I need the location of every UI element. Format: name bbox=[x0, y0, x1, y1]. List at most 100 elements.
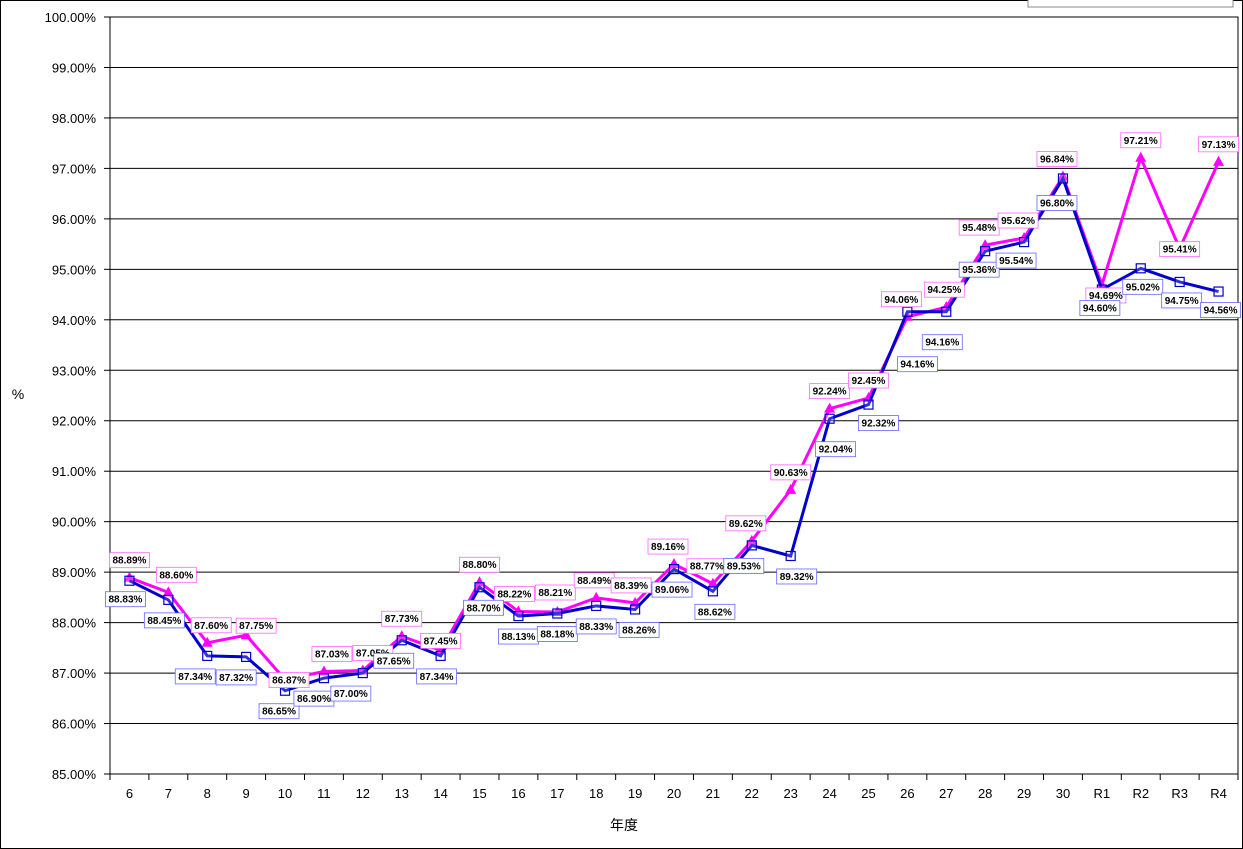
data-label: 92.04% bbox=[819, 445, 853, 456]
data-label: 95.54% bbox=[999, 256, 1033, 267]
data-label: 88.89% bbox=[112, 556, 146, 567]
data-label-box bbox=[1159, 241, 1201, 258]
x-tick-label: 8 bbox=[204, 786, 211, 801]
data-label: 97.21% bbox=[1124, 136, 1158, 147]
data-label: 94.25% bbox=[927, 285, 961, 296]
data-point bbox=[1213, 286, 1224, 297]
data-label-box bbox=[651, 581, 693, 598]
data-point bbox=[668, 564, 680, 575]
data-label: 97.13% bbox=[1202, 140, 1236, 151]
data-label-box bbox=[373, 652, 415, 669]
data-label: 89.53% bbox=[727, 561, 761, 572]
x-tick-label: 15 bbox=[472, 786, 486, 801]
data-label: 88.80% bbox=[463, 560, 497, 571]
data-label: 88.21% bbox=[538, 588, 572, 599]
x-tick-label: R1 bbox=[1094, 786, 1111, 801]
data-point bbox=[630, 604, 641, 615]
data-label-box bbox=[610, 577, 652, 594]
data-label-box bbox=[109, 552, 150, 569]
data-label-box bbox=[923, 281, 965, 298]
data-point bbox=[202, 650, 213, 662]
data-label-box bbox=[215, 669, 257, 686]
x-tick-label: 9 bbox=[243, 786, 250, 801]
x-axis-ticks: 6 7 8 9 10 11 12 13 14 15 16 17 18 19 20 21 22 23 24 25 26 27… bbox=[109, 774, 1239, 801]
data-point bbox=[240, 629, 252, 640]
data-label: 95.02% bbox=[1126, 282, 1160, 293]
data-label-box bbox=[858, 415, 899, 431]
data-label-box bbox=[1036, 151, 1078, 167]
data-label: 88.83% bbox=[108, 595, 142, 606]
data-label-box bbox=[809, 383, 850, 400]
data-label-box bbox=[1161, 292, 1203, 309]
data-label-box bbox=[420, 632, 462, 649]
data-label-box bbox=[258, 703, 300, 720]
data-label-box bbox=[268, 672, 310, 689]
data-label: 89.32% bbox=[780, 572, 814, 583]
data-label-box bbox=[311, 646, 353, 662]
data-label: 88.45% bbox=[147, 616, 181, 627]
data-label-box bbox=[815, 441, 856, 458]
plot-area bbox=[109, 16, 1239, 775]
data-point bbox=[746, 534, 758, 545]
data-label-box bbox=[618, 622, 660, 638]
data-label-box bbox=[155, 566, 197, 583]
x-tick-label: R2 bbox=[1132, 786, 1149, 801]
data-point bbox=[863, 399, 874, 410]
data-point bbox=[785, 550, 796, 562]
x-tick-label: R4 bbox=[1210, 786, 1227, 801]
data-point bbox=[941, 306, 952, 317]
data-label-box bbox=[459, 556, 500, 573]
data-label: 88.33% bbox=[579, 622, 613, 633]
data-label-box bbox=[235, 617, 277, 634]
x-tick-label: 22 bbox=[745, 786, 759, 801]
data-label-box bbox=[1122, 278, 1164, 295]
x-tick-label: 13 bbox=[394, 786, 408, 801]
data-point bbox=[474, 576, 486, 587]
x-tick-label: 29 bbox=[1017, 786, 1031, 801]
data-label-box bbox=[995, 252, 1037, 269]
data-label: 86.90% bbox=[297, 694, 331, 705]
data-point bbox=[707, 586, 718, 597]
data-point bbox=[1057, 173, 1069, 184]
data-label-box bbox=[1198, 136, 1239, 153]
y-tick-label: 96.00% bbox=[52, 212, 97, 227]
data-label: 87.45% bbox=[424, 636, 458, 647]
data-label: 88.70% bbox=[467, 603, 501, 614]
legend-box bbox=[1027, 0, 1234, 8]
data-label: 88.49% bbox=[577, 576, 611, 587]
data-point bbox=[590, 591, 602, 602]
data-label-box bbox=[896, 356, 938, 373]
data-label-box bbox=[723, 557, 765, 574]
y-tick-label: 85.00% bbox=[52, 767, 97, 782]
y-tick-label: 93.00% bbox=[52, 363, 97, 378]
y-tick-label: 100.00% bbox=[45, 10, 97, 25]
x-tick-label: 14 bbox=[433, 786, 447, 801]
data-point bbox=[668, 558, 680, 569]
data-point bbox=[980, 246, 991, 257]
data-label: 88.39% bbox=[614, 581, 648, 592]
data-point bbox=[201, 636, 213, 647]
data-label: 88.62% bbox=[698, 607, 732, 618]
data-label: 96.80% bbox=[1040, 198, 1074, 209]
x-tick-label: 26 bbox=[900, 786, 914, 801]
data-point bbox=[513, 610, 524, 622]
data-label: 95.36% bbox=[962, 265, 996, 276]
x-tick-label: 20 bbox=[667, 786, 681, 801]
data-label: 88.77% bbox=[690, 562, 724, 573]
data-label: 87.60% bbox=[194, 621, 228, 632]
data-label-box bbox=[725, 515, 767, 532]
data-label-box bbox=[1036, 195, 1078, 211]
y-tick-label: 95.00% bbox=[52, 262, 97, 277]
data-label-box bbox=[105, 591, 146, 608]
data-point bbox=[435, 650, 446, 662]
x-tick-label: 25 bbox=[861, 786, 875, 801]
data-point bbox=[162, 586, 174, 597]
x-axis-title: 年度 bbox=[610, 817, 638, 833]
x-tick-label: 11 bbox=[317, 786, 331, 801]
y-tick-label: 90.00% bbox=[52, 515, 97, 530]
data-point bbox=[241, 651, 252, 663]
data-label: 95.41% bbox=[1163, 245, 1197, 256]
data-label-box bbox=[647, 538, 689, 555]
data-point bbox=[357, 667, 368, 679]
